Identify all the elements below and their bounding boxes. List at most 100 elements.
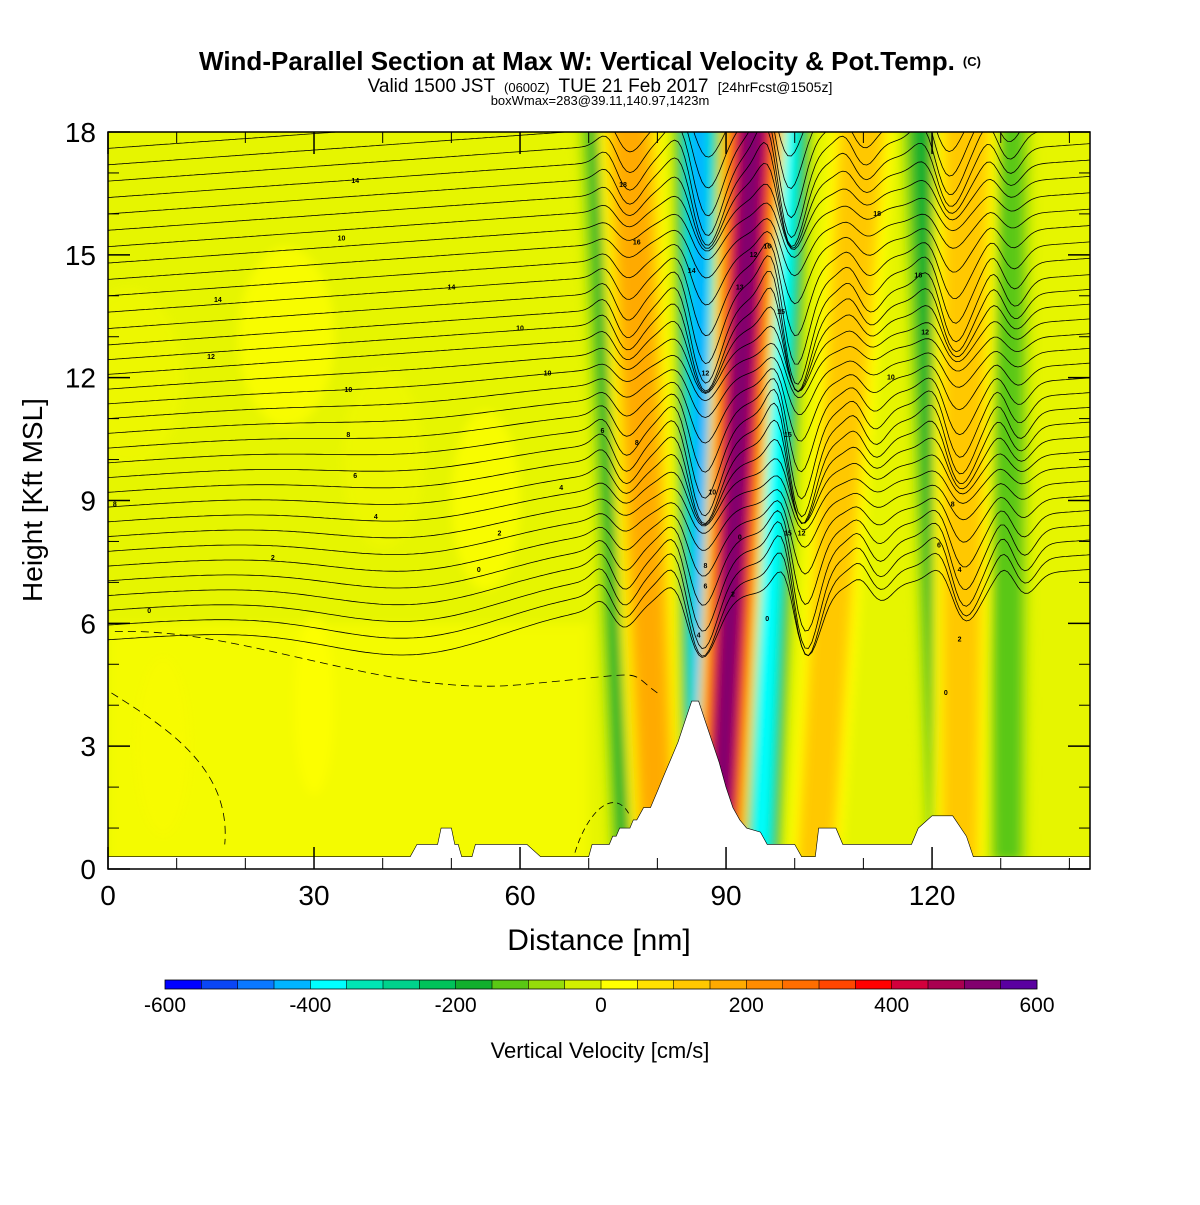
contour-label: 8 <box>635 440 639 447</box>
isentrope <box>108 159 1090 249</box>
contour-label: 6 <box>600 428 604 435</box>
contour-label: 4 <box>559 485 563 492</box>
isentrope <box>108 132 804 158</box>
contour-label: 8 <box>951 502 955 509</box>
isentrope <box>108 552 1090 657</box>
contour-label: 10 <box>544 371 552 378</box>
x-tick-label: 120 <box>909 880 956 911</box>
isentrope <box>108 569 1090 658</box>
field-patch <box>451 410 521 591</box>
isentrope <box>108 451 1090 527</box>
contour-label: 15 <box>784 530 792 537</box>
isentrope <box>108 495 1090 577</box>
contour-label: 0 <box>944 690 948 697</box>
isentrope <box>108 377 1090 473</box>
x-tick-label: 90 <box>710 880 741 911</box>
contour-label: 12 <box>798 530 806 537</box>
velocity-band <box>752 132 798 861</box>
y-tick-label: 18 <box>65 117 96 148</box>
colorbar-swatch <box>746 980 783 989</box>
colorbar-swatch <box>673 980 711 989</box>
contour-label: 14 <box>214 297 222 304</box>
contour-label: 4 <box>697 633 701 640</box>
colorbar-swatch <box>855 980 892 989</box>
contour-label: 14 <box>447 285 455 292</box>
isentrope <box>108 192 1090 264</box>
contour-label: 2 <box>497 530 501 537</box>
contour-label: 8 <box>346 432 350 439</box>
contour-label: 10 <box>887 375 895 382</box>
velocity-band <box>944 132 985 861</box>
colorbar-swatch <box>310 980 347 989</box>
colorbar: -600 -400 -200 0 200 400 600 <box>144 979 1055 1017</box>
box-info: boxWmax=283@39.11,140.97,1423m <box>491 93 710 108</box>
y-tick-label: 0 <box>80 854 96 885</box>
y-tick-label: 15 <box>65 240 96 271</box>
contour-label: 0 <box>477 567 481 574</box>
isentrope <box>108 132 1021 219</box>
colorbar-swatch <box>201 980 238 989</box>
contour-label: 2 <box>271 555 275 562</box>
x-tick-label: 60 <box>504 880 535 911</box>
y-tick-label: 6 <box>80 608 96 639</box>
isentrope <box>108 225 1090 306</box>
contour-label: 4 <box>958 567 962 574</box>
contour-label: 2 <box>731 592 735 599</box>
colorbar-swatch <box>637 980 674 989</box>
contour-label: 18 <box>619 182 627 189</box>
negative-contour <box>574 802 631 853</box>
field-patch <box>238 246 335 427</box>
contour-label: 15 <box>777 309 785 316</box>
contour-label: 12 <box>702 371 710 378</box>
isentropes <box>108 132 1090 853</box>
isentrope <box>108 141 1090 247</box>
field-patch <box>108 623 589 869</box>
isentrope <box>108 510 1090 606</box>
colorbar-swatch <box>346 980 384 989</box>
colorbar-label: Vertical Velocity [cm/s] <box>491 1038 710 1063</box>
contour-label: 10 <box>344 387 352 394</box>
colorbar-swatch <box>782 980 820 989</box>
velocity-band <box>614 132 671 861</box>
isentrope <box>108 419 1090 525</box>
colorbar-swatch <box>383 980 420 989</box>
colorbar-swatch <box>964 980 1001 989</box>
chart-title: Wind-Parallel Section at Max W: Vertical… <box>199 46 981 76</box>
field-patch <box>341 369 425 550</box>
negative-contour <box>111 692 226 845</box>
colorbar-swatch <box>165 980 202 989</box>
valid-date: TUE 21 Feb 2017 <box>558 76 708 97</box>
valid-forecast: [24hrFcst@1505z] <box>718 79 833 95</box>
terrain <box>108 700 1090 869</box>
title-mark: (C) <box>963 54 981 69</box>
contour-label: 8 <box>113 502 117 509</box>
plot-area: 14 10 14 12 14 10 10 8 6 8 4 2 2 0 0 10 4 6 8 18 16 14 12 10 8 6 4… <box>108 132 1090 869</box>
colorbar-swatch <box>928 980 965 989</box>
contour-label: 14 <box>688 268 696 275</box>
colorbar-swatch <box>819 980 856 989</box>
isentrope <box>108 318 1090 394</box>
isentrope <box>108 287 1090 393</box>
contour-label: 18 <box>873 211 881 218</box>
negative-contour <box>114 631 658 694</box>
isentrope <box>108 176 1090 252</box>
y-axis-label: Height [Kft MSL] <box>17 398 48 602</box>
contour-labels: 14 10 14 12 14 10 10 8 6 8 4 2 2 0 0 10 4 6 8 18 16 14 12 10 8 6 4… <box>113 178 962 697</box>
isentrope <box>108 208 1090 280</box>
isentrope <box>108 535 1090 649</box>
contour-label: 0 <box>738 534 742 541</box>
isentrope <box>108 465 1090 539</box>
valid-zulu: (0600Z) <box>504 80 550 95</box>
isentrope <box>108 436 1090 526</box>
contour-label: 16 <box>914 272 922 279</box>
colorbar-swatch <box>455 980 493 989</box>
x-tick-label: 30 <box>298 880 329 911</box>
contour-label: 4 <box>374 514 378 521</box>
colorbar-tick-label: -600 <box>144 994 186 1017</box>
isentrope <box>108 132 1040 239</box>
colorbar-tick-label: 200 <box>729 994 764 1017</box>
contour-label: 12 <box>750 252 758 259</box>
